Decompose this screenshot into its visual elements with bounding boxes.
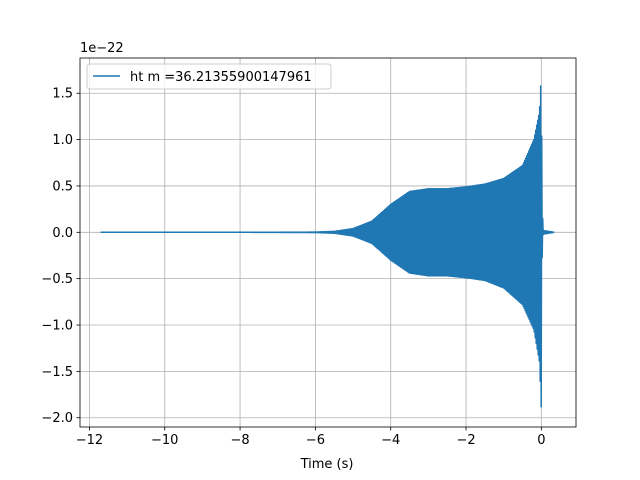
x-tick-label: −6: [306, 433, 325, 448]
x-tick-label: −12: [76, 433, 103, 448]
series-layer: [100, 85, 555, 408]
series-line-ht: [100, 85, 555, 408]
x-tick-label: −10: [151, 433, 178, 448]
y-tick-label: 0.0: [52, 226, 73, 241]
legend-box: [86, 63, 332, 90]
x-tick-label: −4: [381, 433, 400, 448]
tick-layer: −12 −10 −8 −6 −4 −2 0 −2.0 −1.5 −1.0 −0.5 0.0 0.5 1.0…: [41, 87, 545, 448]
y-tick-label: −0.5: [41, 272, 73, 287]
y-offset-label: 1e−22: [80, 41, 124, 56]
x-axis-label: Time (s): [300, 457, 354, 472]
x-tick-label: −2: [456, 433, 475, 448]
y-tick-label: −1.5: [41, 365, 73, 380]
x-tick-label: −8: [230, 433, 249, 448]
y-tick-label: 0.5: [52, 179, 73, 194]
y-tick-label: 1.0: [52, 133, 73, 148]
legend: ht m =36.21355900147961: [86, 63, 332, 90]
y-tick-label: −1.0: [41, 319, 73, 334]
y-tick-label: 1.5: [52, 87, 73, 102]
axes-frame: [79, 57, 577, 428]
y-tick-label: −2.0: [41, 411, 73, 426]
x-tick-label: 0: [537, 433, 545, 448]
legend-entry-label: ht m =36.21355900147961: [130, 70, 312, 85]
